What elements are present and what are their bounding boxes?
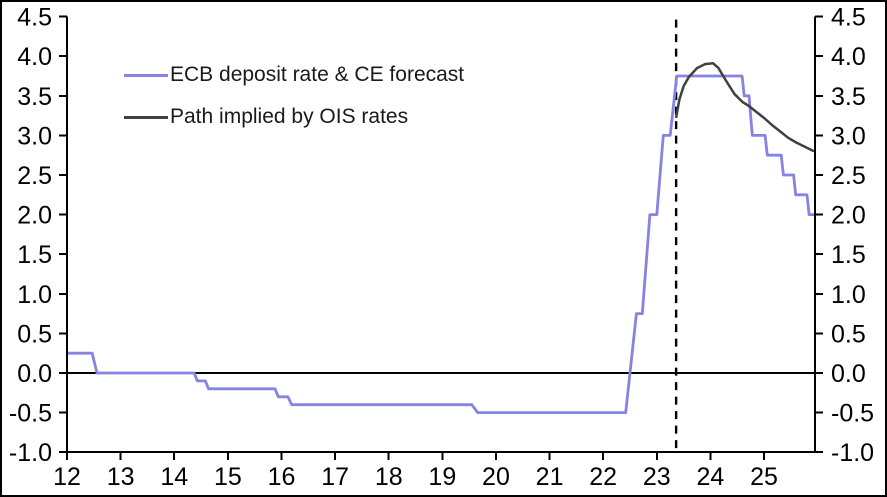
- x-tick-label: 16: [268, 463, 296, 491]
- y-tick-label-left: 3.0: [17, 122, 52, 150]
- legend-item-ecb-deposit-rate: ECB deposit rate & CE forecast: [124, 54, 464, 96]
- x-tick-label: 15: [214, 463, 242, 491]
- y-tick-label-left: -0.5: [9, 400, 52, 428]
- chart-legend: ECB deposit rate & CE forecast Path impl…: [124, 54, 464, 138]
- x-tick-label: 23: [643, 463, 671, 491]
- y-tick-label-left: 2.5: [17, 162, 52, 190]
- y-tick-label-right: 0.5: [831, 320, 866, 348]
- y-tick-label-right: 2.0: [831, 202, 866, 230]
- y-tick-label-right: 1.5: [831, 241, 866, 269]
- legend-label-ecb: ECB deposit rate & CE forecast: [170, 63, 465, 86]
- y-tick-label-right: -0.5: [831, 400, 874, 428]
- legend-item-ois-path: Path implied by OIS rates: [124, 96, 464, 138]
- y-tick-label-left: -1.0: [9, 439, 52, 467]
- series-line-0: [67, 74, 815, 415]
- x-tick-label: 14: [160, 463, 188, 491]
- y-tick-label-left: 2.0: [17, 202, 52, 230]
- y-tick-label-right: 4.5: [831, 4, 866, 32]
- y-tick-label-right: 2.5: [831, 162, 866, 190]
- y-tick-label-left: 3.5: [17, 83, 52, 111]
- y-tick-label-right: 0.0: [831, 360, 866, 388]
- x-tick-label: 18: [375, 463, 403, 491]
- x-tick-label: 13: [107, 463, 135, 491]
- y-tick-label-right: 3.0: [831, 122, 866, 150]
- y-tick-label-left: 1.5: [17, 241, 52, 269]
- legend-line-sample-ois: [124, 115, 168, 119]
- y-tick-label-left: 4.5: [17, 4, 52, 32]
- y-tick-label-right: 3.5: [831, 83, 866, 111]
- x-tick-label: 21: [536, 463, 564, 491]
- legend-label-ois: Path implied by OIS rates: [170, 105, 409, 128]
- y-tick-label-right: 4.0: [831, 43, 866, 71]
- legend-line-sample-ecb: [124, 73, 168, 77]
- axes: [59, 15, 823, 461]
- x-tick-label: 17: [321, 463, 349, 491]
- y-tick-label-right: -1.0: [831, 439, 874, 467]
- x-tick-label: 24: [697, 463, 725, 491]
- y-tick-label-right: 1.0: [831, 281, 866, 309]
- series-line-1: [674, 62, 815, 153]
- x-tick-label: 22: [589, 463, 617, 491]
- x-tick-label: 25: [750, 463, 778, 491]
- y-tick-label-left: 1.0: [17, 281, 52, 309]
- x-tick-label: 12: [53, 463, 81, 491]
- y-tick-label-left: 4.0: [17, 43, 52, 71]
- x-tick-label: 20: [482, 463, 510, 491]
- y-tick-label-left: 0.5: [17, 320, 52, 348]
- y-tick-label-left: 0.0: [17, 360, 52, 388]
- x-tick-label: 19: [428, 463, 456, 491]
